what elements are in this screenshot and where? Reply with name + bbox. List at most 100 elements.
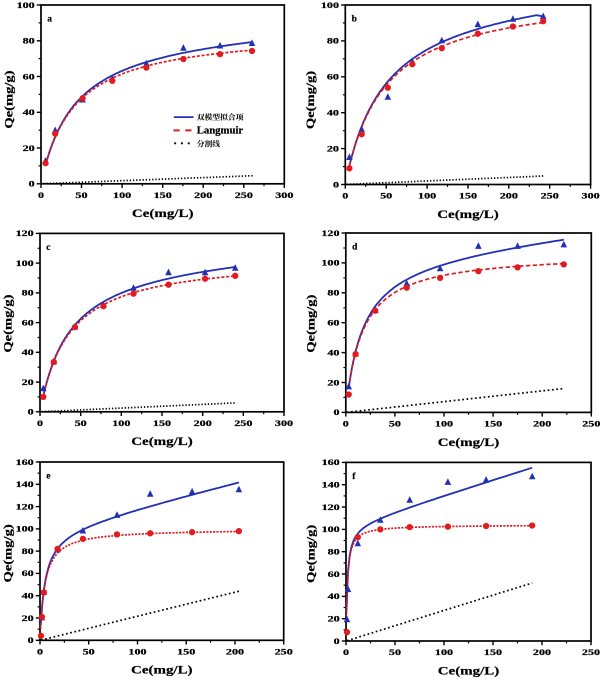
svg-text:Ce(mg/L): Ce(mg/L) [438,665,500,677]
svg-text:e: e [46,472,50,482]
svg-text:50: 50 [83,647,95,656]
svg-text:100: 100 [435,419,453,428]
svg-text:80: 80 [22,289,34,298]
svg-text:d: d [352,243,358,253]
svg-text:60: 60 [23,72,35,81]
svg-text:f: f [352,472,356,482]
svg-text:a: a [47,15,52,25]
svg-text:100: 100 [16,525,34,534]
svg-text:100: 100 [322,525,340,534]
svg-text:40: 40 [23,108,35,117]
svg-text:150: 150 [459,192,477,201]
svg-text:120: 120 [16,502,34,511]
svg-text:250: 250 [582,648,600,657]
svg-text:0: 0 [342,192,348,201]
svg-text:50: 50 [75,191,87,200]
svg-text:200: 200 [533,419,551,428]
svg-text:20: 20 [327,378,339,387]
svg-text:150: 150 [153,419,171,428]
svg-text:60: 60 [22,569,34,578]
svg-text:120: 120 [322,503,340,512]
svg-text:Ce(mg/L): Ce(mg/L) [132,208,194,220]
svg-text:200: 200 [194,419,212,428]
svg-text:100: 100 [16,259,34,268]
svg-text:Ce(mg/L): Ce(mg/L) [438,437,500,449]
svg-text:Qe(mg/g): Qe(mg/g) [3,70,15,128]
svg-text:0: 0 [29,180,35,189]
svg-text:20: 20 [328,615,340,624]
svg-text:100: 100 [112,419,130,428]
svg-text:40: 40 [328,592,340,601]
svg-text:100: 100 [321,259,339,268]
svg-text:300: 300 [275,191,293,200]
svg-text:60: 60 [327,73,339,82]
svg-text:0: 0 [343,648,349,657]
svg-text:100: 100 [435,648,453,657]
svg-text:50: 50 [75,419,87,428]
svg-text:Ce(mg/L): Ce(mg/L) [437,209,499,221]
svg-text:80: 80 [23,37,35,46]
svg-text:80: 80 [22,547,34,556]
svg-text:b: b [352,15,357,25]
svg-text:40: 40 [327,348,339,357]
svg-text:20: 20 [23,144,35,153]
svg-text:300: 300 [582,192,600,201]
svg-text:60: 60 [22,318,34,327]
svg-text:Qe(mg/g): Qe(mg/g) [306,525,318,583]
svg-text:0: 0 [334,637,340,646]
svg-text:Qe(mg/g): Qe(mg/g) [306,294,318,352]
svg-text:300: 300 [275,419,293,428]
svg-text:Qe(mg/g): Qe(mg/g) [2,524,14,582]
svg-text:160: 160 [16,458,34,467]
svg-text:80: 80 [327,37,339,46]
svg-text:40: 40 [22,348,34,357]
svg-text:0: 0 [28,408,34,417]
svg-text:20: 20 [22,614,34,623]
svg-text:250: 250 [235,191,253,200]
svg-text:250: 250 [234,419,252,428]
svg-text:100: 100 [113,191,131,200]
svg-text:140: 140 [322,481,340,490]
svg-text:0: 0 [28,636,34,645]
svg-text:100: 100 [321,1,339,10]
svg-text:20: 20 [22,378,34,387]
svg-text:60: 60 [327,319,339,328]
svg-text:60: 60 [328,570,340,579]
svg-text:100: 100 [128,647,146,656]
svg-text:0: 0 [334,408,340,417]
svg-text:120: 120 [321,229,339,238]
svg-text:250: 250 [582,419,600,428]
svg-text:40: 40 [22,592,34,601]
svg-text:0: 0 [333,180,339,189]
svg-text:40: 40 [327,109,339,118]
svg-text:200: 200 [194,191,212,200]
svg-text:Qe(mg/g): Qe(mg/g) [2,294,14,352]
svg-text:Ce(mg/L): Ce(mg/L) [131,665,193,677]
svg-text:120: 120 [16,229,34,238]
svg-text:0: 0 [38,191,44,200]
svg-text:100: 100 [418,192,436,201]
svg-text:Langmuir: Langmuir [197,125,244,137]
svg-text:200: 200 [533,648,551,657]
svg-text:80: 80 [328,548,340,557]
svg-text:50: 50 [389,648,401,657]
svg-text:c: c [46,243,50,253]
svg-text:Qe(mg/g): Qe(mg/g) [305,71,317,129]
svg-text:0: 0 [37,419,43,428]
svg-text:80: 80 [327,289,339,298]
svg-text:Ce(mg/L): Ce(mg/L) [131,436,193,448]
svg-text:200: 200 [226,647,244,656]
svg-text:150: 150 [484,648,502,657]
svg-text:140: 140 [16,480,34,489]
svg-text:200: 200 [500,192,518,201]
svg-text:0: 0 [37,647,43,656]
svg-text:20: 20 [327,144,339,153]
svg-text:150: 150 [177,647,195,656]
svg-text:150: 150 [154,191,172,200]
svg-text:250: 250 [275,647,293,656]
svg-text:50: 50 [380,192,392,201]
svg-text:160: 160 [322,458,340,467]
svg-text:150: 150 [484,419,502,428]
svg-text:50: 50 [389,419,401,428]
svg-text:250: 250 [541,192,559,201]
